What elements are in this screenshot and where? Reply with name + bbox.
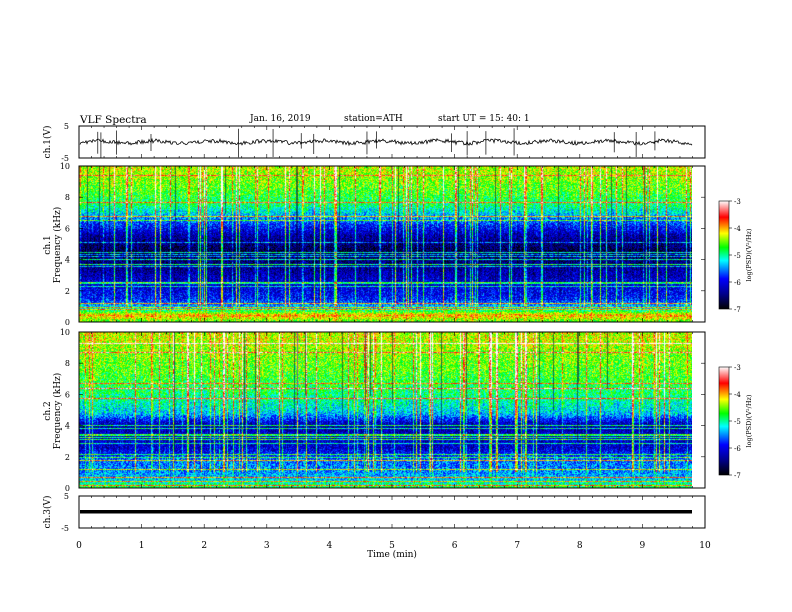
x-tick-label: 2 <box>201 541 207 551</box>
ch2-colorbar-label: log(PSD)(V²/Hz) <box>745 394 753 447</box>
ch1-freq-ylabel: Frequency (kHz) <box>52 207 63 284</box>
x-tick-label: 3 <box>264 541 270 551</box>
ch1-tick-label: -5 <box>61 154 69 163</box>
x-tick-label: 7 <box>514 541 520 551</box>
ch2-ytick-label: 0 <box>65 484 70 493</box>
x-tick-label: 0 <box>76 541 82 551</box>
x-tick-label: 5 <box>389 541 395 551</box>
station-label: station=ATH <box>344 114 403 124</box>
ch1-colorbar: log(PSD)(V²/Hz) <box>718 200 753 310</box>
ch2-cb-tick-label: -6 <box>734 445 741 453</box>
ch1-spike-group <box>97 128 656 158</box>
ch1-channel-label: ch.1 <box>43 235 53 254</box>
ch2-cb-tick-label: -5 <box>734 418 741 426</box>
time-xlabel: Time (min) <box>367 549 417 560</box>
ch1-colorbar-scale <box>718 200 730 310</box>
ch2-colorbar-scale <box>718 366 730 476</box>
ch1-waveform-trace <box>79 137 693 147</box>
x-tick-label: 10 <box>699 541 711 551</box>
x-tick-label: 4 <box>327 541 333 551</box>
ch1-cb-tick-label: -6 <box>734 279 741 287</box>
ch2-channel-label: ch.2 <box>43 401 53 420</box>
ch2-ytick-label: 2 <box>65 453 70 462</box>
ch1-tick-label: 5 <box>64 122 69 131</box>
ch3-tick-label: 5 <box>64 492 69 501</box>
ch1-ytick-label: 8 <box>65 193 70 202</box>
ch1-ytick-label: 4 <box>65 256 70 265</box>
ch2-cb-tick-label: -4 <box>734 391 741 399</box>
figure-title: VLF Spectra <box>80 114 147 126</box>
ch1-ytick-label: 10 <box>60 162 70 171</box>
x-tick-label: 6 <box>452 541 458 551</box>
date-label: Jan. 16, 2019 <box>250 114 311 124</box>
x-tick-label: 1 <box>139 541 145 551</box>
ch2-ytick-label: 4 <box>65 422 70 431</box>
ch3-waveform-trace <box>80 510 692 514</box>
ch2-ytick-label: 8 <box>65 359 70 368</box>
ch3-ylabel: ch.3(V) <box>42 496 53 529</box>
ch2-colorbar: log(PSD)(V²/Hz) <box>718 366 753 476</box>
x-tick-label: 9 <box>640 541 646 551</box>
ch1-ylabel: ch.1(V) <box>42 126 53 159</box>
ch1-cb-tick-label: -3 <box>734 198 741 206</box>
ch1-colorbar-label: log(PSD)(V²/Hz) <box>745 228 753 281</box>
ch2-spectrogram-image <box>79 332 692 488</box>
ch1-cb-tick-label: -7 <box>734 306 741 314</box>
ch2-ytick-label: 10 <box>60 328 70 337</box>
ch2-cb-tick-label: -3 <box>734 364 741 372</box>
ch2-cb-tick-label: -7 <box>734 472 741 480</box>
ch2-freq-ylabel: Frequency (kHz) <box>52 373 63 450</box>
ch1-cb-tick-label: -5 <box>734 252 741 260</box>
ch2-ytick-label: 6 <box>65 390 70 399</box>
ch1-cb-tick-label: -4 <box>734 225 741 233</box>
ch1-ytick-label: 6 <box>65 224 70 233</box>
ch1-ytick-label: 0 <box>65 318 70 327</box>
start-time-label: start UT = 15: 40: 1 <box>438 114 530 124</box>
ch1-spectrogram-image <box>79 166 692 322</box>
x-tick-label: 8 <box>577 541 583 551</box>
ch1-ytick-label: 2 <box>65 287 70 296</box>
ch3-tick-label: -5 <box>61 524 69 533</box>
axis-ticks: 0 1 2 3 4 5 6 7 8 9 105-55-502468100246810-3-4-5-6… <box>60 122 742 551</box>
